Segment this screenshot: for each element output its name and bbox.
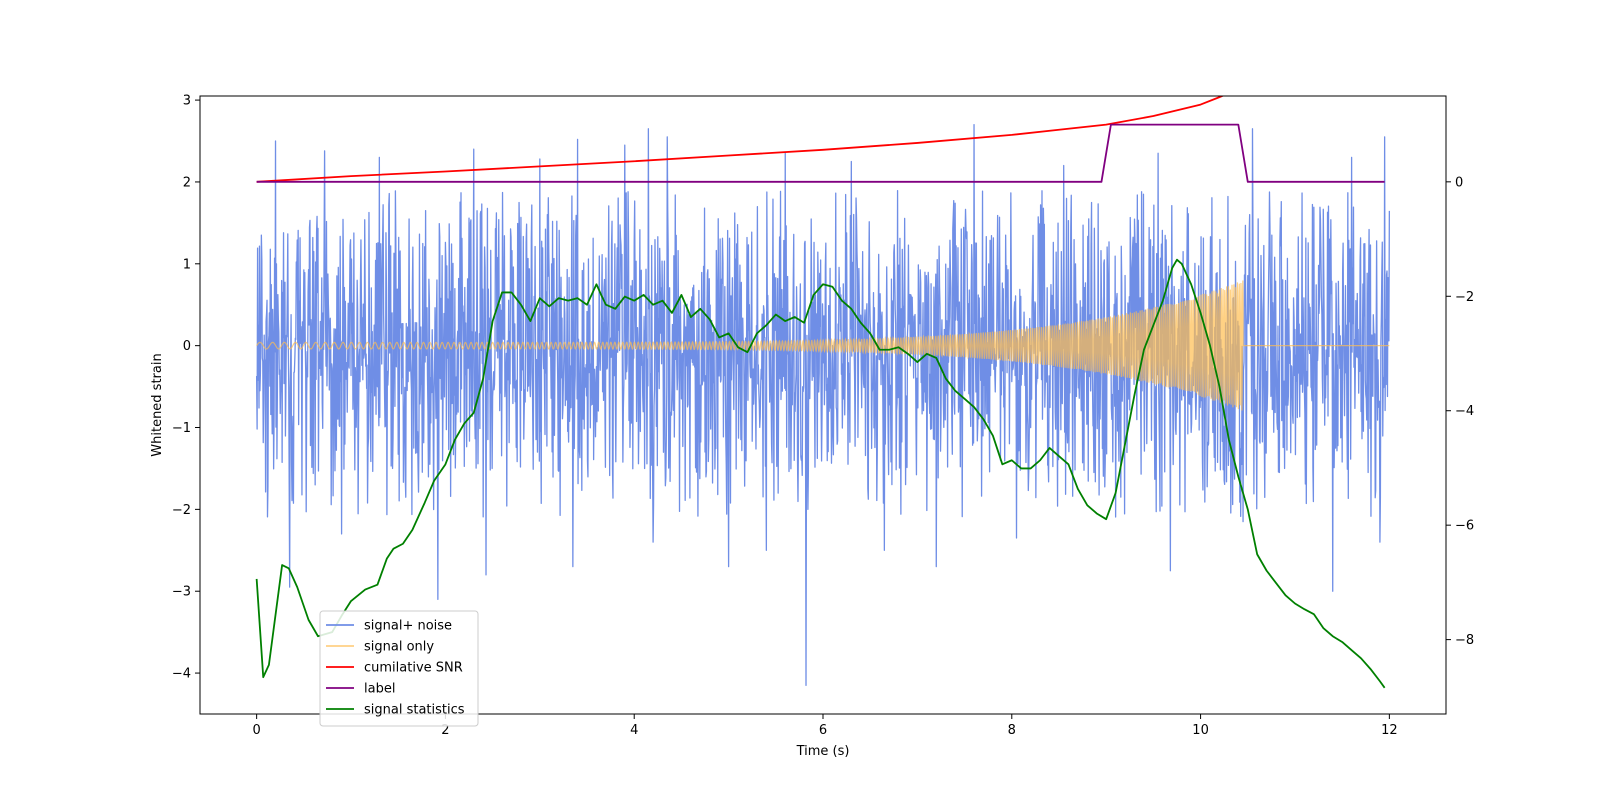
y2-tick-label: 0 [1455,175,1463,190]
y-axis-label: Whitened strain [150,353,165,456]
x-tick-label: 10 [1192,723,1209,738]
legend-label: label [364,682,395,697]
legend-label: signal+ noise [364,619,452,634]
x-tick-label: 2 [441,723,449,738]
y2-tick-label: −2 [1455,290,1474,305]
y-tick-label: 3 [183,94,191,109]
y2-tick-label: −8 [1455,633,1474,648]
y-tick-label: 2 [183,175,191,190]
legend-entry: signal statistics [326,703,465,718]
y-tick-label: −4 [172,667,191,682]
y-tick-label: −2 [172,503,191,518]
x-tick-label: 0 [252,723,260,738]
legend-label: signal only [364,640,434,655]
x-tick-label: 12 [1381,723,1398,738]
y-tick-label: −1 [172,421,191,436]
legend-entry: signal only [326,640,434,655]
series-line-label [256,123,1385,183]
series-line-signal-statistics [255,258,1386,689]
y-axis-right: −8 −6 −4 −2 0 [1446,175,1474,648]
legend: signal+ noise signal only cumilative SNR la… [319,610,479,727]
series-line-cumilative-snr [256,96,1225,183]
x-axis-label: Time (s) [796,744,850,759]
legend-label: cumilative SNR [364,661,463,676]
legend-entry: signal+ noise [326,619,452,634]
y-axis-left: −4 −3 −2 −1 0 1 2 3 [172,94,200,682]
y2-tick-label: −4 [1455,404,1474,419]
series-line-signal-only [256,280,1390,411]
y-tick-label: −3 [172,585,191,600]
legend-entry: label [326,682,395,697]
legend-label: signal statistics [364,703,465,718]
x-tick-label: 6 [819,723,827,738]
x-tick-label: 8 [1008,723,1016,738]
y2-tick-label: −6 [1455,519,1474,534]
legend-box [319,610,479,727]
y-tick-label: 0 [183,339,191,354]
x-tick-label: 4 [630,723,638,738]
series-layer [255,96,1391,689]
y-tick-label: 1 [183,257,191,272]
legend-entry: cumilative SNR [326,661,463,676]
